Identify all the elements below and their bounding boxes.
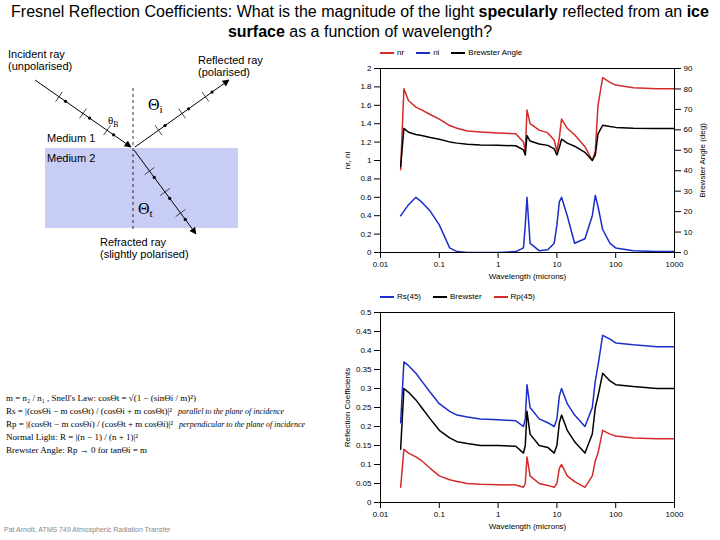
svg-text:100: 100 [609, 260, 623, 269]
svg-text:nr, ni: nr, ni [343, 152, 352, 170]
svg-text:1: 1 [496, 510, 501, 519]
svg-text:1: 1 [496, 260, 501, 269]
svg-text:1.6: 1.6 [360, 101, 372, 110]
svg-text:20: 20 [684, 207, 693, 216]
svg-text:0.45: 0.45 [356, 327, 372, 336]
svg-text:(polarised): (polarised) [198, 66, 250, 78]
svg-text:50: 50 [684, 146, 693, 155]
svg-text:0.1: 0.1 [434, 260, 446, 269]
svg-text:1000: 1000 [666, 510, 684, 519]
svg-text:0.05: 0.05 [356, 479, 372, 488]
html-text:nr: nr [397, 48, 405, 57]
html-text:Brewster Angle: Rp → 0 for tan: Brewster Angle: Rp → 0 for tanΘi = m [6, 445, 148, 455]
svg-text:100: 100 [609, 510, 623, 519]
svg-text:0: 0 [367, 498, 372, 507]
svg-text:0.4: 0.4 [360, 211, 372, 220]
svg-text:0.3: 0.3 [360, 384, 372, 393]
html-text:Fresnel Reflection Coefficient: Fresnel Reflection Coefficients: What is… [11, 3, 709, 40]
svg-text:0.01: 0.01 [373, 260, 389, 269]
html-text:Rs(45): Rs(45) [397, 292, 421, 301]
svg-text:Medium 2: Medium 2 [47, 152, 95, 164]
html-text:m = n₂ / n₁ , Snell's Law: cos: m = n₂ / n₁ , Snell's Law: cosΘt = √(1 −… [6, 393, 196, 403]
html-text:ni: ni [433, 48, 440, 57]
svg-text:0: 0 [367, 248, 372, 257]
svg-text:0.6: 0.6 [360, 193, 372, 202]
svg-text:0.01: 0.01 [373, 510, 389, 519]
svg-text:Θt: Θt [138, 200, 154, 219]
svg-text:0.35: 0.35 [356, 365, 372, 374]
svg-text:θB: θB [108, 114, 118, 129]
svg-text:40: 40 [684, 166, 693, 175]
svg-text:0.2: 0.2 [360, 422, 372, 431]
svg-text:0: 0 [684, 248, 689, 257]
svg-text:60: 60 [684, 125, 693, 134]
svg-text:0.15: 0.15 [356, 441, 372, 450]
svg-text:1000: 1000 [666, 260, 684, 269]
svg-text:0.8: 0.8 [360, 174, 372, 183]
svg-text:80: 80 [684, 85, 693, 94]
svg-text:1.2: 1.2 [360, 138, 372, 147]
svg-text:70: 70 [684, 105, 693, 114]
svg-text:10: 10 [552, 510, 561, 519]
html-text:Rs = |(cosΘi − m cosΘt) / (cos: Rs = |(cosΘi − m cosΘt) / (cosΘi + m cos… [6, 406, 172, 416]
svg-text:(slightly polarised): (slightly polarised) [100, 248, 189, 260]
svg-text:0.2: 0.2 [360, 230, 372, 239]
svg-text:1.4: 1.4 [360, 119, 372, 128]
svg-text:(unpolarised): (unpolarised) [8, 60, 72, 72]
svg-text:0.4: 0.4 [360, 346, 372, 355]
svg-text:0.1: 0.1 [360, 460, 372, 469]
html-text:perpendicular to the plane of: perpendicular to the plane of incidence [179, 420, 305, 429]
svg-text:Reflected ray: Reflected ray [198, 54, 263, 66]
svg-text:Incident ray: Incident ray [8, 48, 65, 60]
html-text:Rp(45): Rp(45) [510, 292, 535, 301]
svg-text:0.1: 0.1 [434, 510, 446, 519]
svg-text:10: 10 [684, 228, 693, 237]
svg-text:Θi: Θi [148, 96, 163, 115]
svg-text:Medium 1: Medium 1 [47, 132, 95, 144]
svg-text:30: 30 [684, 187, 693, 196]
svg-text:90: 90 [684, 64, 693, 73]
html-text:Brewster: Brewster [450, 292, 482, 301]
svg-text:2: 2 [367, 64, 372, 73]
svg-text:0.5: 0.5 [360, 308, 372, 317]
svg-text:10: 10 [552, 260, 561, 269]
svg-text:Brewster Angle (deg): Brewster Angle (deg) [698, 123, 707, 198]
svg-text:Wavelength (microns): Wavelength (microns) [489, 522, 567, 531]
html-text:parallel to the plane of incid: parallel to the plane of incidence [178, 407, 284, 416]
svg-text:Wavelength (microns): Wavelength (microns) [489, 272, 567, 281]
html-text:Pat Arnott, ATMS 749 Atmospher: Pat Arnott, ATMS 749 Atmospheric Radiati… [4, 526, 171, 533]
svg-text:1: 1 [367, 156, 372, 165]
svg-text:0.25: 0.25 [356, 403, 372, 412]
svg-text:Refracted ray: Refracted ray [100, 236, 167, 248]
svg-text:1.8: 1.8 [360, 82, 372, 91]
html-text:Brewster Angle: Brewster Angle [468, 48, 523, 57]
svg-text:Reflection Coefficients: Reflection Coefficients [343, 368, 352, 447]
html-text:Normal Light: R = |(n − 1) / (: Normal Light: R = |(n − 1) / (n + 1)|² [6, 432, 138, 442]
html-text:Rp = |(cosΘt − m cosΘi) / (cos: Rp = |(cosΘt − m cosΘi) / (cosΘt + m cos… [6, 419, 173, 429]
